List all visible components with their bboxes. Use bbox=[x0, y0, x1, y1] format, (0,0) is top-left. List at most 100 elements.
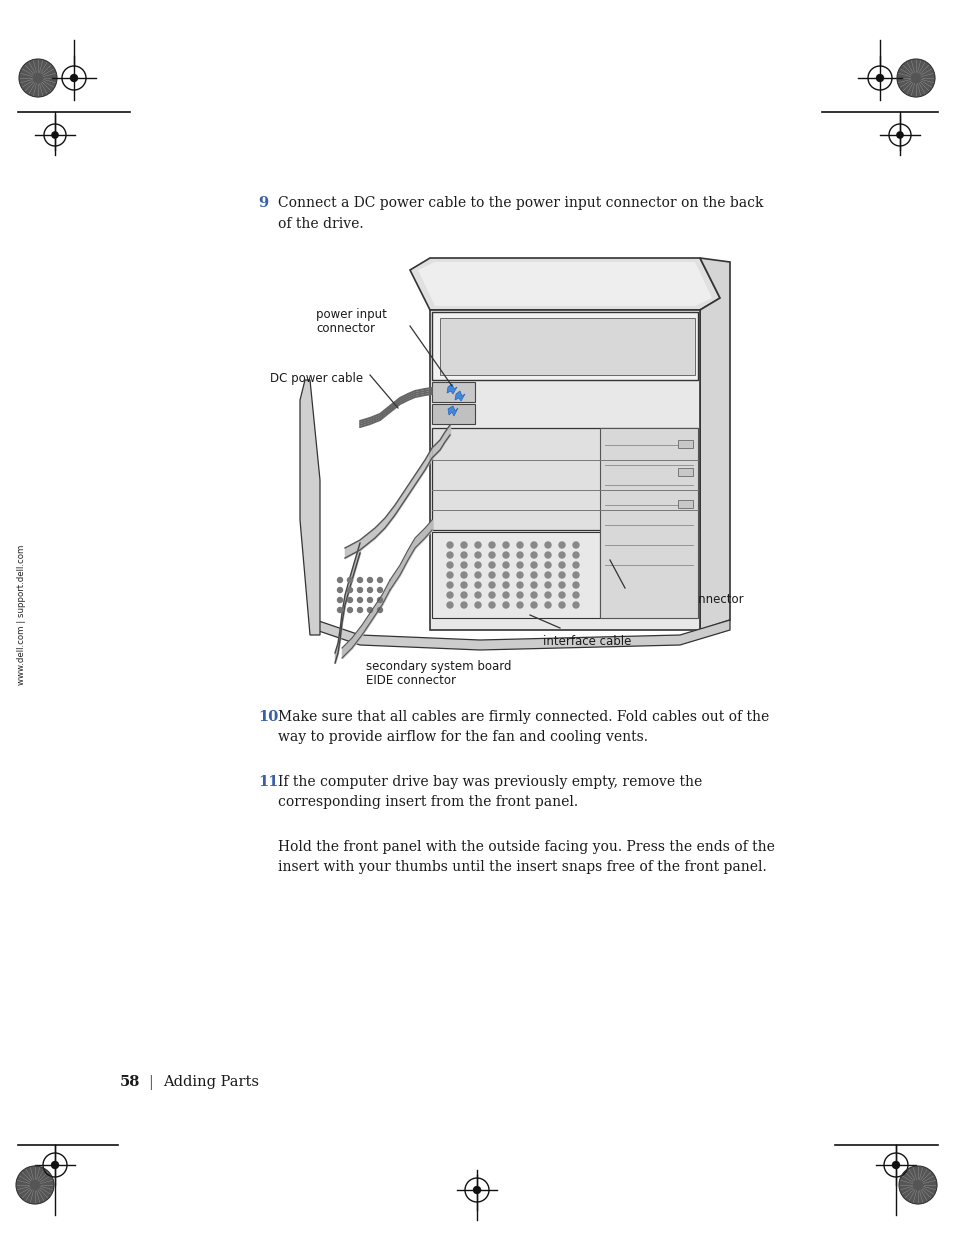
Circle shape bbox=[573, 562, 578, 568]
Circle shape bbox=[357, 608, 362, 613]
Text: 11: 11 bbox=[257, 776, 278, 789]
Circle shape bbox=[531, 582, 537, 588]
Circle shape bbox=[544, 542, 551, 548]
Circle shape bbox=[573, 572, 578, 578]
Circle shape bbox=[573, 592, 578, 598]
Text: insert with your thumbs until the insert snaps free of the front panel.: insert with your thumbs until the insert… bbox=[277, 860, 766, 874]
Circle shape bbox=[913, 75, 918, 80]
Circle shape bbox=[544, 572, 551, 578]
Circle shape bbox=[367, 588, 372, 593]
Circle shape bbox=[460, 582, 467, 588]
Circle shape bbox=[35, 75, 40, 80]
Circle shape bbox=[531, 601, 537, 608]
Polygon shape bbox=[432, 532, 599, 618]
Polygon shape bbox=[410, 258, 720, 310]
Polygon shape bbox=[678, 500, 692, 508]
Circle shape bbox=[337, 578, 342, 583]
Polygon shape bbox=[448, 406, 457, 416]
Circle shape bbox=[347, 578, 352, 583]
Circle shape bbox=[558, 542, 564, 548]
Polygon shape bbox=[432, 382, 475, 403]
Circle shape bbox=[357, 578, 362, 583]
Circle shape bbox=[517, 572, 522, 578]
Circle shape bbox=[531, 592, 537, 598]
Text: connector: connector bbox=[315, 322, 375, 335]
Circle shape bbox=[16, 1166, 54, 1204]
Circle shape bbox=[475, 592, 480, 598]
Circle shape bbox=[377, 598, 382, 603]
Circle shape bbox=[337, 598, 342, 603]
Circle shape bbox=[377, 608, 382, 613]
Circle shape bbox=[489, 552, 495, 558]
Circle shape bbox=[489, 582, 495, 588]
Circle shape bbox=[447, 582, 453, 588]
Circle shape bbox=[910, 73, 920, 83]
Circle shape bbox=[489, 601, 495, 608]
Circle shape bbox=[531, 572, 537, 578]
Circle shape bbox=[502, 572, 509, 578]
Circle shape bbox=[544, 582, 551, 588]
Circle shape bbox=[558, 552, 564, 558]
Circle shape bbox=[531, 552, 537, 558]
Circle shape bbox=[901, 1168, 934, 1202]
Circle shape bbox=[502, 601, 509, 608]
Circle shape bbox=[367, 608, 372, 613]
Circle shape bbox=[907, 1176, 926, 1194]
Circle shape bbox=[475, 601, 480, 608]
Circle shape bbox=[30, 70, 45, 85]
Circle shape bbox=[489, 562, 495, 568]
Circle shape bbox=[447, 542, 453, 548]
Circle shape bbox=[30, 1181, 40, 1189]
Circle shape bbox=[544, 601, 551, 608]
Circle shape bbox=[460, 552, 467, 558]
Circle shape bbox=[70, 74, 78, 83]
Circle shape bbox=[573, 582, 578, 588]
Text: interface connector: interface connector bbox=[627, 593, 742, 606]
Circle shape bbox=[24, 64, 52, 93]
Text: Adding Parts: Adding Parts bbox=[163, 1074, 258, 1089]
Polygon shape bbox=[432, 312, 698, 380]
Circle shape bbox=[517, 542, 522, 548]
Circle shape bbox=[460, 562, 467, 568]
Text: interface cable: interface cable bbox=[542, 635, 631, 648]
Circle shape bbox=[367, 598, 372, 603]
Text: www.dell.com | support.dell.com: www.dell.com | support.dell.com bbox=[17, 545, 27, 685]
Circle shape bbox=[51, 1161, 59, 1170]
Circle shape bbox=[32, 1183, 37, 1187]
Circle shape bbox=[473, 1186, 480, 1194]
Circle shape bbox=[912, 1181, 922, 1189]
Circle shape bbox=[544, 562, 551, 568]
Text: corresponding insert from the front panel.: corresponding insert from the front pane… bbox=[277, 795, 578, 809]
Circle shape bbox=[460, 601, 467, 608]
Circle shape bbox=[377, 588, 382, 593]
Circle shape bbox=[447, 552, 453, 558]
Circle shape bbox=[558, 601, 564, 608]
Circle shape bbox=[896, 59, 934, 98]
Polygon shape bbox=[678, 440, 692, 448]
Polygon shape bbox=[678, 468, 692, 475]
Circle shape bbox=[367, 578, 372, 583]
Circle shape bbox=[460, 572, 467, 578]
Circle shape bbox=[29, 68, 48, 88]
Circle shape bbox=[28, 1178, 42, 1192]
Text: Make sure that all cables are firmly connected. Fold cables out of the: Make sure that all cables are firmly con… bbox=[277, 710, 768, 724]
Text: way to provide airflow for the fan and cooling vents.: way to provide airflow for the fan and c… bbox=[277, 730, 647, 743]
Circle shape bbox=[475, 582, 480, 588]
Circle shape bbox=[903, 67, 927, 90]
Circle shape bbox=[21, 62, 54, 95]
Polygon shape bbox=[432, 429, 698, 530]
Circle shape bbox=[475, 562, 480, 568]
Circle shape bbox=[26, 1176, 45, 1194]
Circle shape bbox=[51, 131, 59, 138]
Circle shape bbox=[915, 1183, 920, 1187]
Circle shape bbox=[33, 73, 43, 83]
Circle shape bbox=[875, 74, 883, 83]
Circle shape bbox=[517, 582, 522, 588]
Circle shape bbox=[337, 588, 342, 593]
Polygon shape bbox=[417, 262, 711, 306]
Text: 9: 9 bbox=[257, 196, 268, 210]
Circle shape bbox=[573, 542, 578, 548]
Circle shape bbox=[531, 542, 537, 548]
Circle shape bbox=[23, 1173, 47, 1197]
Circle shape bbox=[475, 572, 480, 578]
